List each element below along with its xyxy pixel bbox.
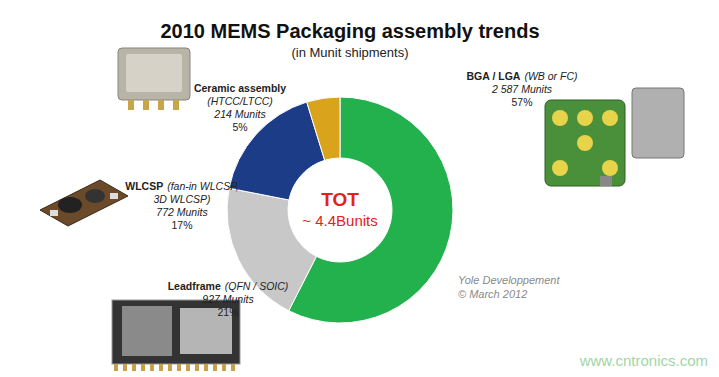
package-icon [204, 364, 208, 371]
subtitle: (in Munit shipments) [291, 45, 408, 60]
source: Yole Developpement [458, 274, 560, 286]
package-icon [602, 110, 618, 126]
package-icon [600, 176, 612, 186]
category-name: Leadframe [168, 280, 221, 292]
category-name: BGA / LGA [467, 70, 521, 82]
package-icon [58, 197, 82, 213]
category-name: Ceramic assembly [194, 82, 286, 94]
package-icon [186, 364, 190, 371]
package-icon [545, 100, 625, 186]
value-label: 214 Munits [213, 108, 266, 120]
package-icon [158, 100, 164, 110]
percentage-label: 17% [171, 219, 192, 231]
package-icon [150, 364, 154, 371]
package-icon [141, 364, 145, 371]
percentage-label: 21% [217, 306, 238, 318]
package-icon [110, 193, 118, 199]
percentage-label: 5% [232, 121, 247, 133]
category-label: BGA / LGA(WB or FC) [467, 70, 578, 82]
package-icon [114, 364, 118, 371]
package-icon [552, 110, 568, 126]
category-detail: (QFN / SOIC) [225, 280, 289, 292]
center-label: TOT [321, 189, 359, 210]
package-icon [577, 135, 593, 151]
pie-slice [307, 97, 340, 160]
value-label: 927 Munits [202, 293, 254, 305]
category-name: WLCSP [125, 180, 163, 192]
package-icon [159, 364, 163, 371]
package-icon [577, 110, 593, 126]
package-icon [85, 189, 105, 203]
package-icon [122, 306, 172, 356]
title: 2010 MEMS Packaging assembly trends [160, 20, 539, 42]
watermark: www.cntronics.com [579, 352, 708, 369]
category-detail: (WB or FC) [524, 70, 577, 82]
category-label: WLCSP (fan-in WLCSP, [125, 180, 239, 192]
value-label: 772 Munits [156, 206, 208, 218]
package-icon [222, 364, 226, 371]
package-icon [143, 100, 149, 110]
category-label: Ceramic assembly [194, 82, 286, 94]
package-icon [126, 54, 182, 92]
package-icon [213, 364, 217, 371]
package-icon [602, 160, 618, 176]
chart: 2010 MEMS Packaging assembly trends (in M… [0, 0, 719, 377]
package-icon [552, 160, 568, 176]
category-detail: (fan-in WLCSP, [167, 180, 239, 192]
value-label: 2 587 Munits [491, 83, 553, 95]
category-label: Leadframe (QFN / SOIC) [168, 280, 289, 292]
package-icon [112, 300, 240, 364]
package-icons [40, 48, 684, 371]
center-label: ~ 4.4Bunits [302, 212, 377, 229]
package-icon [40, 180, 128, 226]
package-icon [118, 48, 190, 100]
package-icon [195, 364, 199, 371]
data-labels: BGA / LGA(WB or FC)2 587 Munits57% Leadfr… [125, 70, 577, 318]
source: © March 2012 [458, 288, 527, 300]
package-icon [128, 100, 134, 110]
percentage-label: 57% [511, 96, 532, 108]
package-icon [231, 364, 235, 371]
package-icon [173, 100, 179, 110]
package-icon [132, 364, 136, 371]
category-detail: (HTCC/LTCC) [207, 95, 273, 107]
package-icon [168, 364, 172, 371]
category-detail: 3D WLCSP) [153, 193, 210, 205]
package-icon [123, 364, 127, 371]
package-icon [177, 364, 181, 371]
package-icon [632, 88, 684, 158]
package-icon [50, 210, 58, 216]
